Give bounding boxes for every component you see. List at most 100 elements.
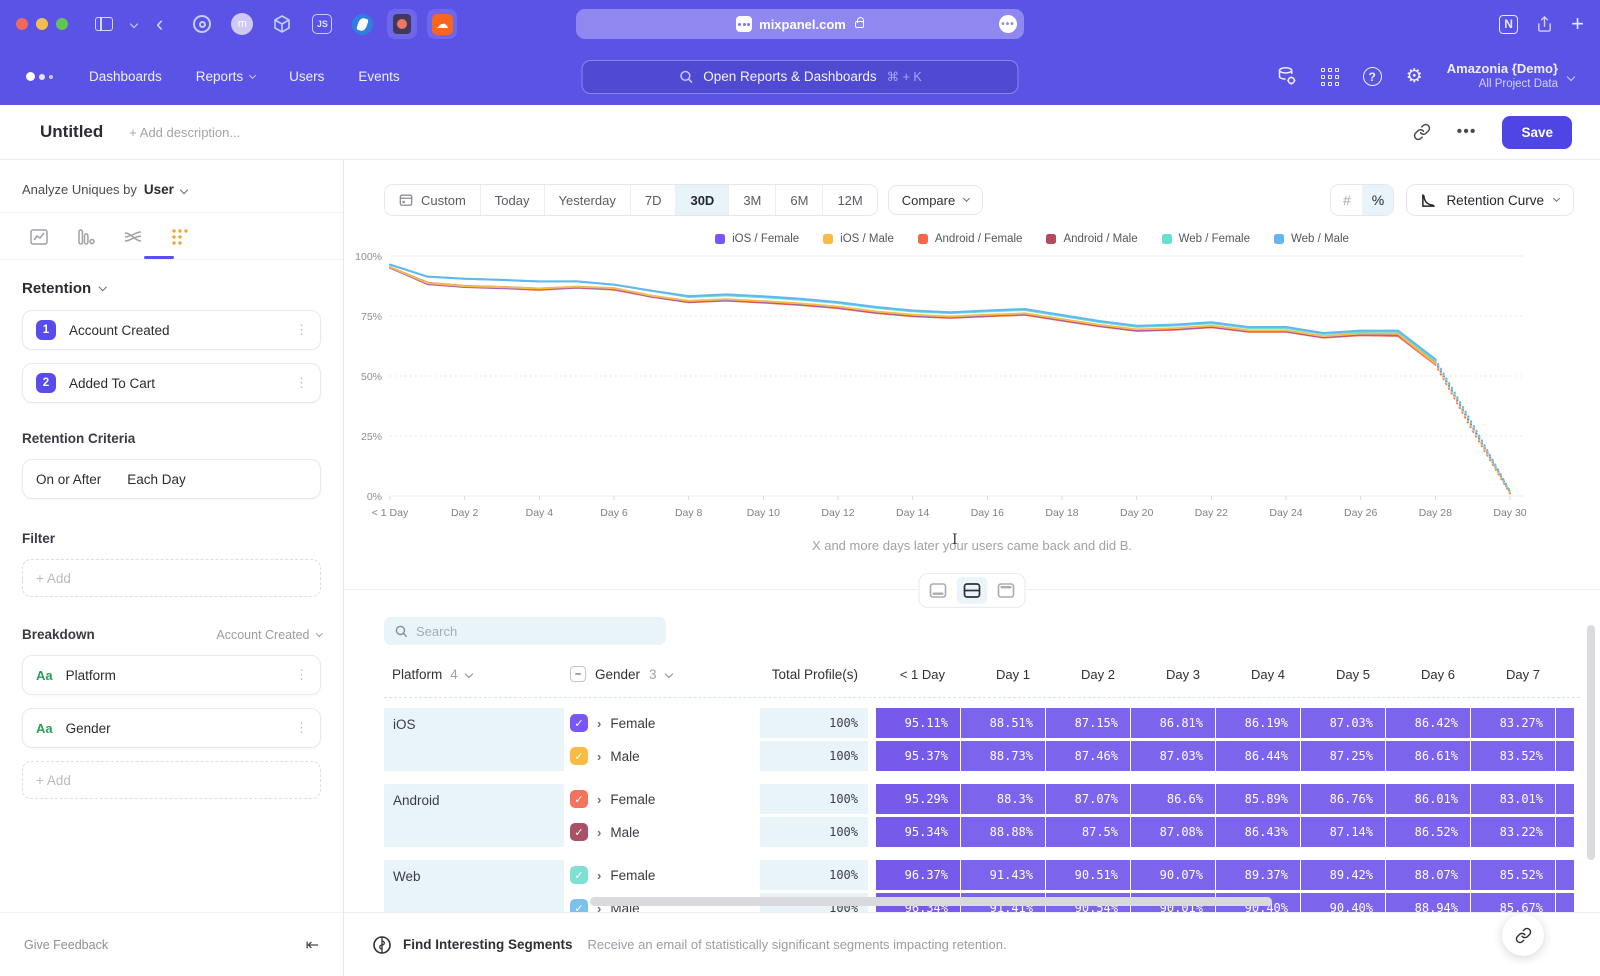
retention-value-cell[interactable]: 90.40% xyxy=(1301,893,1385,912)
range-12m[interactable]: 12M xyxy=(823,185,876,215)
legend-item[interactable]: Android / Male xyxy=(1046,233,1137,245)
save-button[interactable]: Save xyxy=(1502,116,1572,149)
browser-sidebar-icon[interactable] xyxy=(95,17,113,31)
soundcloud-extension-icon[interactable]: ☁ xyxy=(427,9,457,39)
share-icon[interactable] xyxy=(1536,15,1553,33)
retention-value-cell[interactable]: 85.67% xyxy=(1471,893,1555,912)
table-search[interactable] xyxy=(384,617,666,645)
gender-cell[interactable]: ✓›Female xyxy=(570,860,756,890)
give-feedback-link[interactable]: Give Feedback xyxy=(24,938,108,952)
range-3m[interactable]: 3M xyxy=(729,185,776,215)
retention-value-cell[interactable]: 83.27% xyxy=(1471,708,1555,738)
target-extension-icon[interactable] xyxy=(187,9,217,39)
add-filter-button[interactable]: + Add xyxy=(22,559,321,597)
gender-cell[interactable]: ✓›Male xyxy=(570,817,756,847)
percentage-button[interactable]: % xyxy=(1362,185,1393,215)
expand-row-icon[interactable]: › xyxy=(597,749,601,764)
day-column-header[interactable]: Day 2 xyxy=(1043,667,1127,682)
close-window-button[interactable] xyxy=(16,18,28,30)
gender-cell[interactable]: ✓›Female xyxy=(570,708,756,738)
nav-item-users[interactable]: Users xyxy=(289,69,324,84)
range-today[interactable]: Today xyxy=(481,185,545,215)
minimize-window-button[interactable] xyxy=(36,18,48,30)
retention-value-cell[interactable]: 86.42% xyxy=(1386,708,1470,738)
platform-cell[interactable]: Web xyxy=(384,860,564,912)
platform-cell[interactable]: Android xyxy=(384,784,564,847)
range-custom[interactable]: Custom xyxy=(385,185,481,215)
range-6m[interactable]: 6M xyxy=(776,185,823,215)
retention-value-cell[interactable]: 83.52% xyxy=(1471,741,1555,771)
retention-value-cell[interactable]: 95.37% xyxy=(876,741,960,771)
globe-extension-icon[interactable] xyxy=(347,9,377,39)
series-checkbox[interactable]: ✓ xyxy=(570,899,588,912)
view-split-button[interactable] xyxy=(957,577,988,604)
retention-value-cell[interactable]: 91.43% xyxy=(961,860,1045,890)
retention-value-cell[interactable]: 86.44% xyxy=(1216,741,1300,771)
retention-value-cell[interactable]: 83.01% xyxy=(1471,784,1555,814)
retention-value-cell[interactable]: 86.01% xyxy=(1386,784,1470,814)
retention-value-cell[interactable]: 95.34% xyxy=(876,817,960,847)
day-column-header[interactable]: Day 1 xyxy=(958,667,1042,682)
retention-value-cell[interactable]: 85.52% xyxy=(1471,860,1555,890)
series-checkbox[interactable]: ✓ xyxy=(570,866,588,884)
retention-value-cell[interactable]: 86.19% xyxy=(1216,708,1300,738)
range-yesterday[interactable]: Yesterday xyxy=(545,185,631,215)
retention-value-cell[interactable]: 88.73% xyxy=(961,741,1045,771)
day-column-header[interactable]: Day 4 xyxy=(1213,667,1297,682)
retention-value-cell[interactable]: 88.94% xyxy=(1386,893,1470,912)
new-tab-button[interactable]: + xyxy=(1571,13,1584,35)
legend-item[interactable]: iOS / Male xyxy=(823,233,894,245)
retention-value-cell[interactable]: 88.51% xyxy=(961,708,1045,738)
view-table-button[interactable] xyxy=(991,577,1022,604)
retention-value-cell[interactable]: 88.3% xyxy=(961,784,1045,814)
retention-value-cell[interactable]: 90.51% xyxy=(1046,860,1130,890)
step-card-added-to-cart[interactable]: 2 Added To Cart ⋮ xyxy=(22,363,321,403)
platform-cell[interactable]: iOS xyxy=(384,708,564,771)
retention-value-cell[interactable]: 86.6% xyxy=(1131,784,1215,814)
analyze-entity-selector[interactable]: User xyxy=(144,182,174,197)
help-icon[interactable]: ? xyxy=(1363,67,1382,86)
retention-value-cell[interactable]: 87.15% xyxy=(1046,708,1130,738)
total-profiles-header[interactable]: Total Profile(s) xyxy=(760,667,868,682)
gender-cell[interactable]: ✓›Female xyxy=(570,784,756,814)
back-button[interactable]: ‹ xyxy=(156,13,163,35)
day-column-header[interactable]: < 1 Day xyxy=(873,667,957,682)
breakdown-card-platform[interactable]: Aa Platform ⋮ xyxy=(22,655,321,695)
apps-grid-icon[interactable] xyxy=(1321,68,1339,86)
add-description[interactable]: + Add description... xyxy=(129,125,240,140)
tab-retention[interactable] xyxy=(169,226,191,248)
criteria-each-day[interactable]: Each Day xyxy=(127,472,186,487)
series-checkbox[interactable]: ✓ xyxy=(570,714,588,732)
retention-value-cell[interactable]: 96.37% xyxy=(876,860,960,890)
share-link-fab[interactable] xyxy=(1502,914,1544,956)
legend-item[interactable]: Android / Female xyxy=(918,233,1023,245)
legend-item[interactable]: iOS / Female xyxy=(715,233,799,245)
horizontal-scrollbar[interactable] xyxy=(590,897,1272,906)
expand-row-icon[interactable]: › xyxy=(597,868,601,883)
gender-column-header[interactable]: – Gender 3 xyxy=(570,666,756,682)
range-30d[interactable]: 30D xyxy=(676,185,729,215)
collapse-sidebar-button[interactable]: ⇤ xyxy=(306,935,319,955)
compare-button[interactable]: Compare xyxy=(888,185,983,215)
nav-item-dashboards[interactable]: Dashboards xyxy=(89,69,162,84)
retention-value-cell[interactable]: 95.11% xyxy=(876,708,960,738)
tab-flows[interactable] xyxy=(122,226,144,248)
retention-value-cell[interactable]: 90.07% xyxy=(1131,860,1215,890)
absolute-numbers-button[interactable]: # xyxy=(1331,185,1362,215)
range-7d[interactable]: 7D xyxy=(631,185,677,215)
chevron-down-icon[interactable] xyxy=(131,21,137,27)
url-options-button[interactable]: ••• xyxy=(999,15,1017,33)
global-search-button[interactable]: Open Reports & Dashboards ⌘ + K xyxy=(582,60,1019,94)
retention-value-cell[interactable]: 87.08% xyxy=(1131,817,1215,847)
criteria-on-or-after[interactable]: On or After xyxy=(36,472,101,487)
tab-insights[interactable] xyxy=(28,226,50,248)
data-management-icon[interactable] xyxy=(1276,66,1297,87)
vertical-scrollbar[interactable] xyxy=(1587,625,1595,860)
retention-value-cell[interactable]: 86.43% xyxy=(1216,817,1300,847)
series-checkbox[interactable]: ✓ xyxy=(570,747,588,765)
select-all-checkbox[interactable]: – xyxy=(570,666,586,682)
nav-item-events[interactable]: Events xyxy=(358,69,399,84)
retention-value-cell[interactable]: 88.07% xyxy=(1386,860,1470,890)
retention-value-cell[interactable]: 86.81% xyxy=(1131,708,1215,738)
retention-value-cell[interactable]: 85.89% xyxy=(1216,784,1300,814)
